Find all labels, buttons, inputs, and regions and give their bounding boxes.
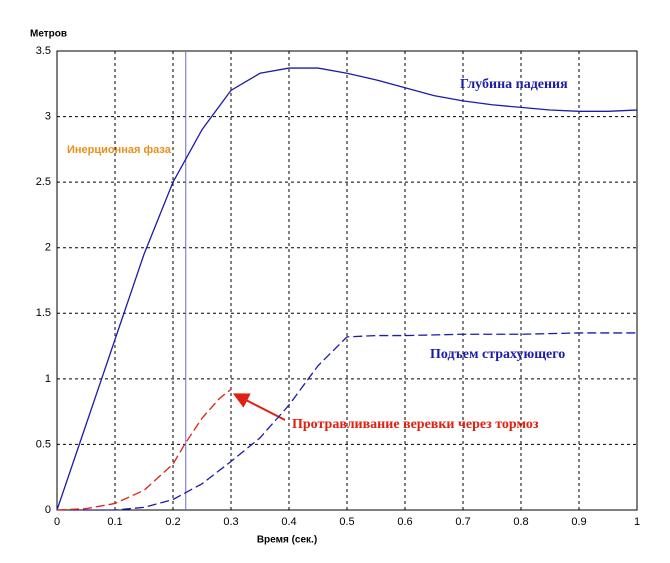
x-tick-label: 0.6 bbox=[397, 516, 412, 528]
series-line bbox=[57, 332, 637, 511]
series-label: Глубина падения bbox=[460, 77, 568, 92]
x-tick-label: 0.7 bbox=[455, 516, 470, 528]
x-tick-label: 0.3 bbox=[223, 516, 238, 528]
y-tick-label: 3 bbox=[45, 110, 51, 122]
x-tick-label: 0.1 bbox=[107, 516, 122, 528]
y-tick-label: 1.5 bbox=[36, 307, 51, 319]
x-axis-label: Время (сек.) bbox=[257, 535, 317, 546]
y-tick-label: 0.5 bbox=[36, 438, 51, 450]
arrow bbox=[232, 393, 286, 421]
x-tick-label: 0.5 bbox=[339, 516, 354, 528]
x-tick-label: 1 bbox=[634, 516, 640, 528]
x-tick-label: 0.9 bbox=[571, 516, 586, 528]
x-tick-label: 0 bbox=[54, 516, 60, 528]
series-line bbox=[56, 388, 232, 511]
x-tick-label: 0.2 bbox=[165, 516, 180, 528]
y-tick-label: 1 bbox=[45, 373, 51, 385]
y-tick-label: 2.5 bbox=[36, 176, 51, 188]
y-tick-label: 3.5 bbox=[36, 45, 51, 57]
y-axis-label: Метров bbox=[30, 29, 67, 40]
x-tick-label: 0.4 bbox=[281, 516, 296, 528]
annotation: Инерционная фаза bbox=[67, 144, 172, 156]
y-tick-label: 2 bbox=[45, 242, 51, 254]
series-label: Протравливание веревки через тормоз bbox=[292, 417, 539, 432]
series-label: Подъем страхующего bbox=[430, 347, 565, 362]
y-tick-label: 0 bbox=[45, 504, 51, 516]
series-line bbox=[56, 67, 638, 511]
x-tick-label: 0.8 bbox=[513, 516, 528, 528]
